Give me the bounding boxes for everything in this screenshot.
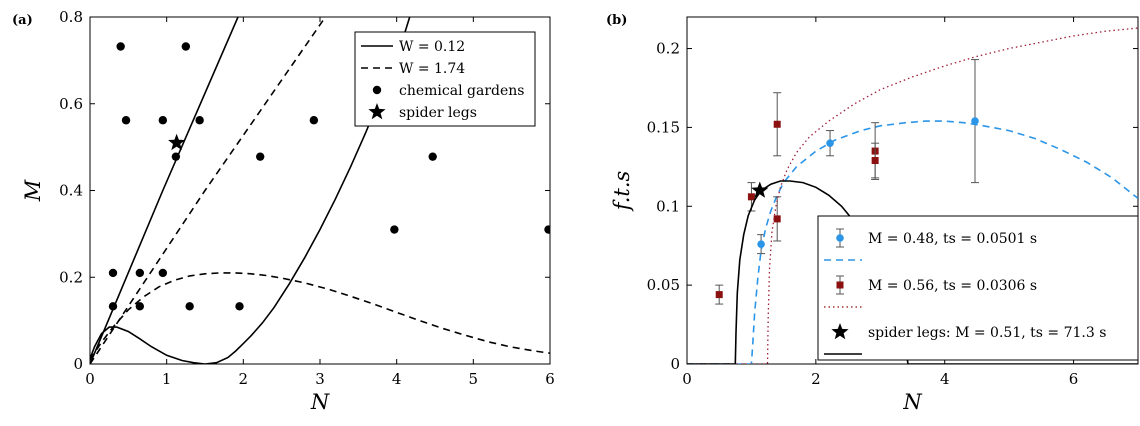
y-tick-label: 0.4 (59, 182, 83, 200)
series-line-w-0-12-0 (90, 17, 239, 364)
legend-label: M = 0.48, ts = 0.0501 s (868, 231, 1037, 247)
legend-label: spider legs: M = 0.51, ts = 71.3 s (868, 325, 1106, 341)
x-tick-label: 6 (545, 370, 555, 388)
plot-area (687, 27, 1138, 364)
plot-area (90, 17, 550, 364)
data-point-chemical-gardens (108, 302, 118, 311)
series-line-fit-m-0-48-0 (687, 120, 1138, 364)
x-tick-label: 1 (162, 370, 172, 388)
data-point-chemical-gardens (108, 268, 118, 278)
data-point-chemical-gardens (428, 152, 437, 161)
legend-marker-star (831, 323, 849, 340)
x-tick-label: 4 (940, 370, 950, 388)
legend-marker-square (836, 281, 844, 289)
legend-marker-dot (372, 85, 382, 95)
data-point-chemical-gardens (116, 42, 125, 51)
series-line-w-1-74-0 (90, 17, 327, 364)
data-point-chemical-gardens (135, 268, 145, 278)
data-point-chemical-gardens (390, 225, 399, 234)
x-tick-label: 5 (469, 370, 479, 388)
x-tick-label: 3 (315, 370, 325, 388)
y-tick-label: 0.05 (647, 276, 680, 294)
legend-marker-star (368, 103, 386, 120)
y-tick-label: 0.1 (656, 197, 680, 215)
y-axis-label: M (21, 179, 45, 202)
series-line-w-0-12-1 (90, 17, 411, 364)
x-tick-label: 0 (682, 370, 692, 388)
x-axis-label: N (902, 390, 922, 414)
x-axis-label: N (310, 390, 330, 414)
data-point-m-0-48-ts-0-0501-s (971, 117, 979, 125)
data-point-m-0-56-ts-0-0306-s (773, 120, 781, 128)
y-tick-label: 0 (73, 355, 83, 373)
data-point-m-0-56-ts-0-0306-s (747, 193, 755, 201)
y-tick-label: 0.2 (656, 40, 680, 58)
data-point-chemical-gardens (135, 302, 145, 311)
legend-box (354, 31, 536, 127)
legend-marker-dot (836, 234, 844, 242)
panel-a: (a) 0 1 2 3 4 5 6 0 0.2 0.4 0.6 0.8 N M W = 0.12 W = 1.… (12, 8, 555, 414)
legend-box (817, 215, 1139, 361)
y-tick-label: 0 (670, 355, 680, 373)
legend-label: chemical gardens (399, 83, 524, 99)
x-tick-label: 2 (239, 370, 249, 388)
legend-label: M = 0.56, ts = 0.0306 s (868, 278, 1037, 294)
x-tick-label: 2 (811, 370, 821, 388)
panel-a-label: (a) (12, 13, 33, 28)
y-axis-label: f.t.s (610, 170, 634, 212)
data-point-chemical-gardens (185, 302, 194, 311)
data-point-chemical-gardens (235, 302, 244, 311)
panel-b: (b) 0 2 4 6 0 0.05 0.1 0.15 0.2 Nf.t.s M = 0.48, t… (606, 13, 1139, 414)
y-tick-label: 0.15 (647, 118, 680, 136)
data-point-star-spider-legs (168, 133, 186, 151)
series-line-w-1-74-1 (90, 272, 550, 361)
data-point-chemical-gardens (544, 225, 550, 234)
x-tick-label: 0 (85, 370, 95, 388)
x-tick-label: 6 (1069, 370, 1079, 388)
y-tick-label: 0.6 (59, 95, 83, 113)
x-tick-label: 4 (392, 370, 402, 388)
y-tick-label: 0.8 (59, 8, 83, 26)
data-point-star-spider-legs-m-0-51-ts-71-3-s (751, 181, 769, 198)
legend-label: W = 1.74 (399, 61, 465, 77)
data-point-m-0-56-ts-0-0306-s (715, 291, 723, 299)
data-point-chemical-gardens (158, 268, 168, 278)
data-point-m-0-56-ts-0-0306-s (773, 215, 781, 223)
data-point-m-0-56-ts-0-0306-s (871, 157, 879, 165)
data-point-chemical-gardens (171, 152, 181, 161)
data-point-chemical-gardens (309, 116, 319, 125)
legend-label: spider legs (399, 105, 477, 121)
data-point-chemical-gardens (121, 116, 131, 125)
data-point-chemical-gardens (181, 42, 191, 51)
data-point-chemical-gardens (195, 116, 204, 125)
panel-b-label: (b) (606, 13, 627, 28)
data-point-chemical-gardens (256, 152, 265, 161)
data-point-chemical-gardens (158, 116, 168, 125)
y-tick-label: 0.2 (59, 268, 83, 286)
legend-label: W = 0.12 (399, 39, 465, 55)
